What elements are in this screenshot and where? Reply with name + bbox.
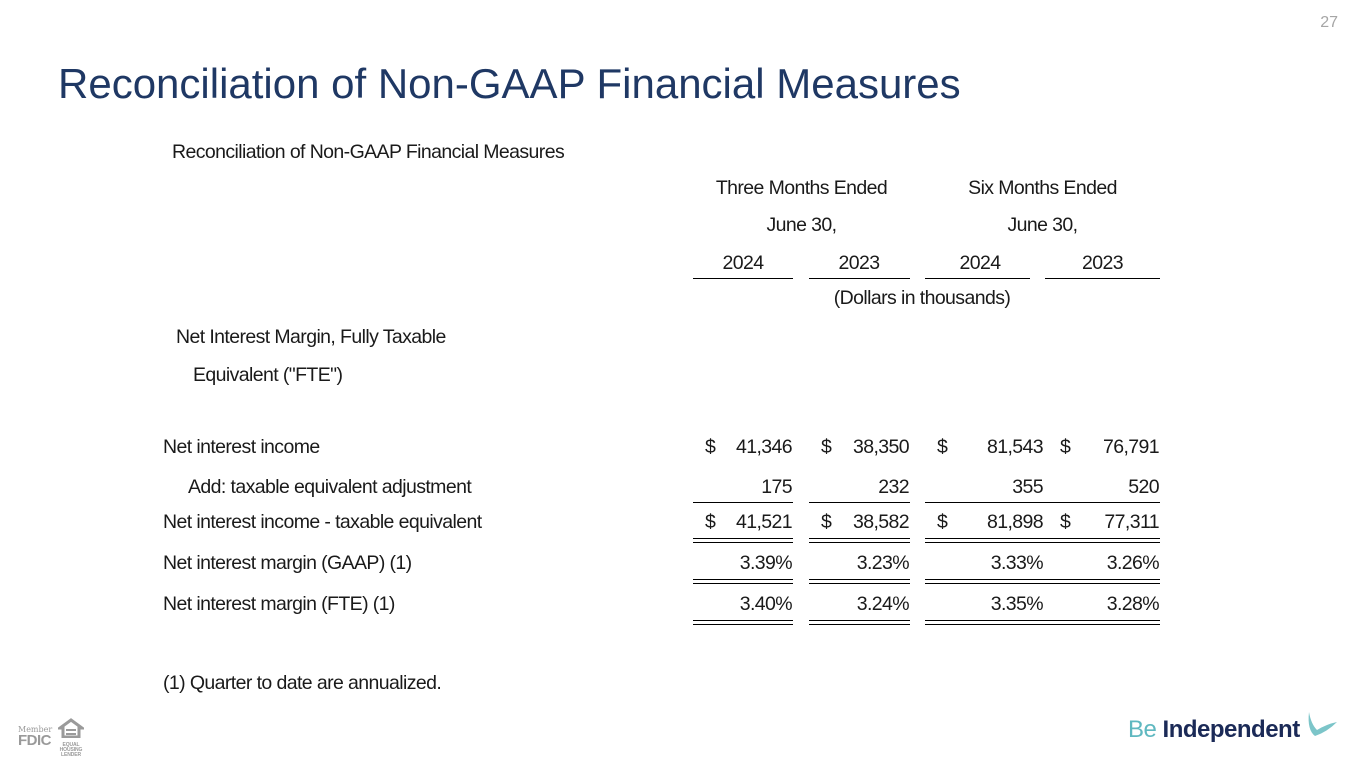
double-underline xyxy=(809,538,910,543)
year-header: 2024 xyxy=(959,252,1002,274)
double-underline xyxy=(693,620,793,625)
dollar-sign: $ xyxy=(1060,436,1071,458)
dollar-sign: $ xyxy=(937,436,948,458)
equal-housing-lender-text: EQUAL HOUSING LENDER xyxy=(59,742,83,758)
cell-value: 3.39% xyxy=(739,552,793,574)
cell-value: 3.40% xyxy=(739,593,793,615)
cell-value: 3.26% xyxy=(1106,552,1160,574)
cell-value: 3.33% xyxy=(990,552,1044,574)
row-label: Net interest income xyxy=(163,436,320,458)
cell-value: 3.23% xyxy=(856,552,910,574)
divider xyxy=(1045,278,1160,279)
bird-icon xyxy=(1303,710,1339,745)
divider xyxy=(925,502,1045,503)
group-header-three-months: Three Months Ended xyxy=(715,177,888,199)
cell-value: 38,582 xyxy=(852,511,910,533)
equal-housing-lender-logo: EQUAL HOUSING LENDER xyxy=(55,718,87,758)
cell-value: 520 xyxy=(1128,476,1159,498)
cell-value: 175 xyxy=(761,476,792,498)
brand-be: Be xyxy=(1128,716,1157,743)
cell-value: 76,791 xyxy=(1102,436,1160,458)
double-underline xyxy=(1045,579,1160,584)
dollar-sign: $ xyxy=(705,511,716,533)
divider xyxy=(809,278,910,279)
cell-value: 81,543 xyxy=(986,436,1044,458)
fdic-logo: Member FDIC xyxy=(18,725,52,748)
year-header: 2024 xyxy=(722,252,765,274)
equal-housing-house-icon xyxy=(55,718,87,739)
double-underline xyxy=(925,620,1045,625)
divider xyxy=(925,278,1030,279)
group-header-three-months-date: June 30, xyxy=(766,214,837,236)
slide-title: Reconciliation of Non-GAAP Financial Mea… xyxy=(58,60,961,107)
double-underline xyxy=(693,538,793,543)
section-label: Net Interest Margin, Fully Taxable xyxy=(176,326,446,348)
dollar-sign: $ xyxy=(821,436,832,458)
cell-value: 232 xyxy=(878,476,909,498)
cell-value: 81,898 xyxy=(986,511,1044,533)
row-label: Add: taxable equivalent adjustment xyxy=(188,476,472,498)
divider xyxy=(693,502,793,503)
cell-value: 41,346 xyxy=(735,436,793,458)
cell-value: 38,350 xyxy=(852,436,910,458)
double-underline xyxy=(693,579,793,584)
fdic-text: FDIC xyxy=(18,732,52,749)
double-underline xyxy=(1045,620,1160,625)
brand-independent: Independent xyxy=(1162,716,1301,743)
divider xyxy=(809,502,910,503)
dollar-sign: $ xyxy=(821,511,832,533)
units-label: (Dollars in thousands) xyxy=(833,287,1011,309)
cell-value: 77,311 xyxy=(1104,511,1159,533)
double-underline xyxy=(809,579,910,584)
double-underline xyxy=(925,538,1045,543)
cell-value: 355 xyxy=(1012,476,1043,498)
group-header-six-months-date: June 30, xyxy=(1007,214,1078,236)
divider xyxy=(693,278,793,279)
table-caption: Reconciliation of Non-GAAP Financial Mea… xyxy=(172,141,565,163)
dollar-sign: $ xyxy=(1060,511,1071,533)
dollar-sign: $ xyxy=(937,511,948,533)
cell-value: 3.24% xyxy=(856,593,910,615)
year-header: 2023 xyxy=(838,252,881,274)
fdic-member-text: Member xyxy=(18,725,53,734)
double-underline xyxy=(1045,538,1160,543)
row-label: Net interest margin (GAAP) (1) xyxy=(163,552,412,574)
year-header: 2023 xyxy=(1082,252,1124,274)
divider xyxy=(1045,502,1160,503)
section-label: Equivalent ("FTE") xyxy=(193,364,343,386)
group-header-six-months: Six Months Ended xyxy=(968,177,1117,199)
cell-value: 3.28% xyxy=(1106,593,1160,615)
footnote: (1) Quarter to date are annualized. xyxy=(163,672,442,694)
row-label: Net interest income - taxable equivalent xyxy=(163,511,482,533)
cell-value: 41,521 xyxy=(735,511,793,533)
row-label: Net interest margin (FTE) (1) xyxy=(163,593,395,615)
dollar-sign: $ xyxy=(705,436,716,458)
brand-logo: Be Independent xyxy=(1128,716,1300,744)
double-underline xyxy=(925,579,1045,584)
page-number: 27 xyxy=(1320,14,1338,31)
cell-value: 3.35% xyxy=(990,593,1044,615)
double-underline xyxy=(809,620,910,625)
